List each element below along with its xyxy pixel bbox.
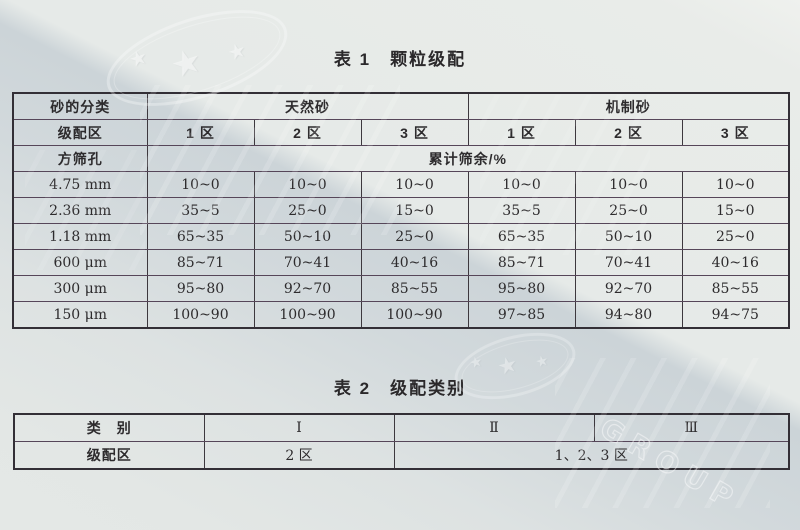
table-row: 4.75 mm 10~0 10~0 10~0 10~0 10~0 10~0 (12, 171, 790, 198)
table-row: 级配区 2 区 1、2、3 区 (13, 441, 790, 470)
t1-cell: 65~35 (467, 223, 576, 250)
t1-cell: 35~5 (467, 197, 576, 224)
t1-row-label: 150 μm (12, 301, 148, 329)
table-row: 1.18 mm 65~35 50~10 25~0 65~35 50~10 25~… (12, 223, 790, 250)
t1-cell: 94~75 (681, 301, 790, 329)
t1-header-sieve-label: 方筛孔 (12, 145, 148, 172)
t1-header-natural-sand: 天然砂 (146, 92, 469, 120)
table2-title: 表 2 级配类别 (333, 379, 467, 398)
t1-row-label: 4.75 mm (12, 171, 148, 198)
t1-cell: 95~80 (146, 275, 255, 302)
t1-cell: 10~0 (360, 171, 469, 198)
t1-header-manufactured-sand: 机制砂 (467, 92, 790, 120)
t1-cell: 100~90 (253, 301, 362, 329)
t1-cell: 94~80 (574, 301, 683, 329)
star-icon: ★ (533, 351, 551, 371)
star-icon: ★ (467, 352, 485, 372)
t1-cell: 15~0 (681, 197, 790, 224)
t1-cell: 95~80 (467, 275, 576, 302)
t1-cell: 97~85 (467, 301, 576, 329)
t1-cell: 100~90 (360, 301, 469, 329)
t1-cell: 70~41 (574, 249, 683, 276)
t1-header-sand-class: 砂的分类 (12, 92, 148, 120)
t1-header-cumulative-label: 累计筛余/% (146, 145, 790, 172)
t1-cell: 40~16 (360, 249, 469, 276)
t1-row-label: 300 μm (12, 275, 148, 302)
t1-zone-header: 3 区 (681, 119, 790, 146)
t1-cell: 92~70 (574, 275, 683, 302)
t1-cell: 92~70 (253, 275, 362, 302)
t1-row-label: 1.18 mm (12, 223, 148, 250)
t1-cell: 50~10 (253, 223, 362, 250)
t1-cell: 10~0 (574, 171, 683, 198)
t2-zone-label: 级配区 (13, 441, 205, 470)
t1-zone-header: 3 区 (360, 119, 469, 146)
table-row: 方筛孔 累计筛余/% (12, 145, 790, 172)
t1-cell: 25~0 (574, 197, 683, 224)
t1-row-label: 2.36 mm (12, 197, 148, 224)
table-row: 2.36 mm 35~5 25~0 15~0 35~5 25~0 15~0 (12, 197, 790, 224)
t1-cell: 25~0 (360, 223, 469, 250)
t1-zone-header: 1 区 (467, 119, 576, 146)
t2-class-1: Ⅰ (203, 413, 395, 442)
t2-class-3: Ⅲ (593, 413, 790, 442)
t1-cell: 50~10 (574, 223, 683, 250)
t1-cell: 10~0 (253, 171, 362, 198)
t2-class-2: Ⅱ (393, 413, 595, 442)
t1-zone-header: 1 区 (146, 119, 255, 146)
t1-cell: 40~16 (681, 249, 790, 276)
t1-cell: 15~0 (360, 197, 469, 224)
t1-cell: 10~0 (467, 171, 576, 198)
table-row: 类 别 Ⅰ Ⅱ Ⅲ (13, 413, 790, 442)
t1-cell: 85~55 (360, 275, 469, 302)
t1-header-zone-label: 级配区 (12, 119, 148, 146)
table1-particle-gradation: 砂的分类 天然砂 机制砂 级配区 1 区 2 区 3 区 1 区 2 区 3 区… (12, 92, 791, 329)
table-row: 150 μm 100~90 100~90 100~90 97~85 94~80 … (12, 301, 790, 329)
table2-gradation-category: 类 别 Ⅰ Ⅱ Ⅲ 级配区 2 区 1、2、3 区 (13, 413, 790, 470)
table-row: 砂的分类 天然砂 机制砂 (12, 92, 790, 120)
t1-cell: 100~90 (146, 301, 255, 329)
table-row: 级配区 1 区 2 区 3 区 1 区 2 区 3 区 (12, 119, 790, 146)
t2-header-category: 类 别 (13, 413, 205, 442)
t1-cell: 85~71 (146, 249, 255, 276)
table1-title: 表 1 颗粒级配 (333, 50, 467, 69)
t1-cell: 25~0 (681, 223, 790, 250)
t1-cell: 10~0 (146, 171, 255, 198)
t1-cell: 25~0 (253, 197, 362, 224)
t1-cell: 85~71 (467, 249, 576, 276)
t1-zone-header: 2 区 (253, 119, 362, 146)
t1-row-label: 600 μm (12, 249, 148, 276)
table-row: 600 μm 85~71 70~41 40~16 85~71 70~41 40~… (12, 249, 790, 276)
t1-zone-header: 2 区 (574, 119, 683, 146)
t1-cell: 65~35 (146, 223, 255, 250)
t2-zone-class23: 1、2、3 区 (393, 441, 790, 470)
t1-cell: 85~55 (681, 275, 790, 302)
table-row: 300 μm 95~80 92~70 85~55 95~80 92~70 85~… (12, 275, 790, 302)
t1-cell: 35~5 (146, 197, 255, 224)
t1-cell: 10~0 (681, 171, 790, 198)
t2-zone-class1: 2 区 (203, 441, 395, 470)
t1-cell: 70~41 (253, 249, 362, 276)
